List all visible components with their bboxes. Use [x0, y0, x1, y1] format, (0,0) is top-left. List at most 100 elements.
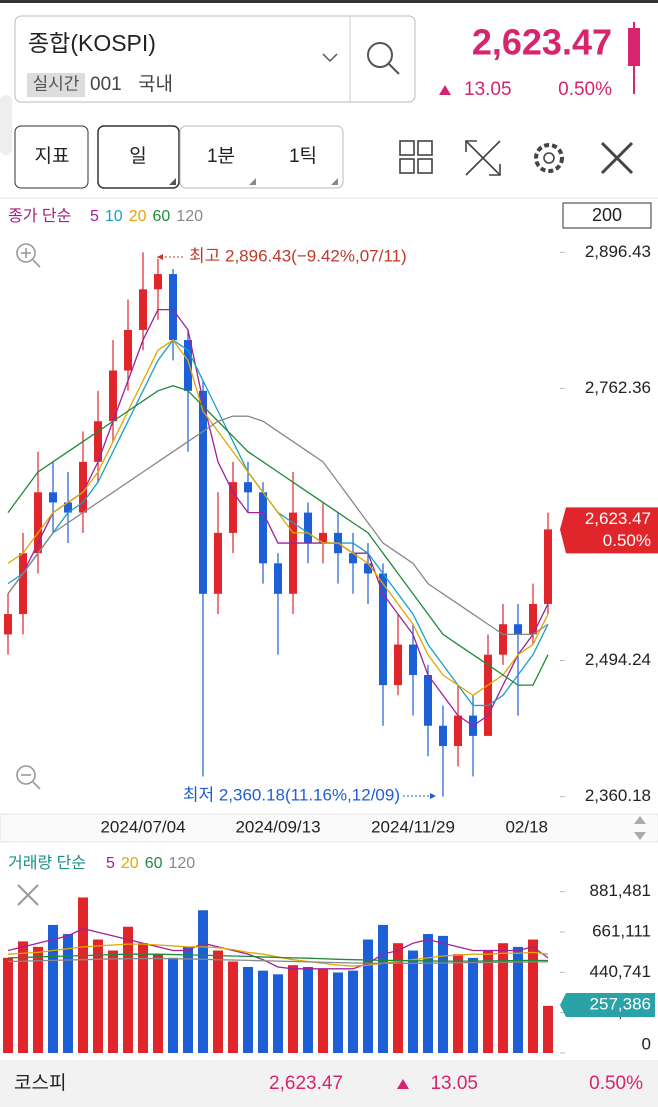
up-arrow: [439, 85, 451, 95]
volume-bar: [528, 939, 538, 1053]
zoom-in: [32, 259, 41, 268]
footer-name: 코스피: [14, 1072, 66, 1094]
candle-body: [349, 553, 357, 564]
moving-average: [7, 339, 549, 697]
y-tick-label: 0: [642, 1034, 651, 1053]
candle-body: [439, 725, 447, 747]
y-tick-label: 2,360.18: [585, 786, 651, 805]
grid-icon: [417, 140, 433, 156]
expand-icon: [465, 140, 501, 176]
legend-entry: 20: [121, 855, 139, 872]
candle-body: [214, 532, 222, 594]
last-price: 2,623.47: [585, 509, 651, 528]
search-icon[interactable]: [367, 42, 393, 68]
volume-bar: [123, 926, 133, 1053]
candle-body: [424, 674, 432, 726]
last-change: 0.50%: [603, 531, 651, 550]
volume-bar: [213, 950, 223, 1053]
volume-bar: [513, 946, 523, 1053]
volume-bar: [78, 897, 88, 1053]
volume-bar: [153, 954, 163, 1053]
candle-body: [169, 274, 177, 341]
button[interactable]: [97, 125, 180, 189]
zoom-icons: [16, 243, 41, 790]
candle-body: [79, 461, 87, 513]
count-box[interactable]: [562, 202, 652, 229]
button-label[interactable]: 일: [129, 145, 146, 167]
low-annotation: 최저 2,360.18(11.16%,12/09): [183, 785, 400, 804]
candle-body: [304, 512, 312, 544]
volume-bar: [468, 957, 478, 1053]
volume-bar: [33, 946, 43, 1053]
volume-bar: [438, 935, 448, 1053]
dropdown-icon[interactable]: [322, 53, 338, 63]
button-label[interactable]: 1분: [207, 146, 235, 167]
candle-body: [229, 482, 237, 533]
button-label[interactable]: 지표: [35, 145, 70, 167]
search-box[interactable]: [14, 15, 416, 103]
zoom-in[interactable]: [16, 243, 36, 263]
toolbar-icons: [399, 140, 634, 176]
volume-bar: [273, 974, 283, 1053]
zoom-out[interactable]: [16, 765, 36, 785]
settings-icon[interactable]: [534, 143, 564, 173]
candle-body: [454, 715, 462, 747]
tools-icon: [600, 141, 634, 175]
volume-bar: [318, 968, 328, 1053]
candle-body: [64, 502, 72, 513]
grid-icon: [417, 158, 433, 174]
market: 국내: [138, 73, 173, 95]
last-volume: 257,386: [590, 994, 651, 1013]
button-label[interactable]: 1틱: [289, 145, 317, 167]
scroll-icon: [634, 832, 646, 840]
candle-body: [49, 492, 57, 503]
button-group[interactable]: [179, 125, 344, 189]
legend-title: 종가 단순: [8, 207, 71, 225]
candle-body: [379, 573, 387, 686]
volume-bar: [3, 957, 13, 1053]
candle-body: [154, 274, 162, 290]
candle-body: [4, 614, 12, 635]
legend-entry: 20: [129, 208, 147, 225]
grid-icon: [399, 158, 415, 174]
search-icon-handle: [388, 63, 400, 75]
volume-bar: [453, 954, 463, 1053]
visible-count[interactable]: 200: [592, 205, 622, 225]
candle-body: [199, 390, 207, 594]
volume-bar: [108, 950, 118, 1053]
legend-entry: 60: [153, 208, 171, 225]
legend-entry: 120: [169, 855, 196, 872]
volume-bar: [498, 943, 508, 1053]
volume-bar: [48, 924, 58, 1053]
expand-icon: [465, 140, 477, 152]
scroll-icon[interactable]: [634, 816, 646, 824]
y-tick-label: 2,762.36: [585, 378, 651, 397]
legend-entry: 5: [106, 855, 115, 872]
side-handle[interactable]: [0, 95, 12, 155]
expand-icon: [489, 164, 501, 176]
button[interactable]: [14, 125, 89, 189]
volume-average: [7, 953, 549, 962]
volume-bar: [363, 939, 373, 1053]
grid-icon[interactable]: [399, 140, 415, 156]
volume-bar: [408, 950, 418, 1053]
candle-body: [124, 329, 132, 371]
volume-bar: [93, 939, 103, 1053]
last-volume-box: [560, 993, 655, 1017]
candle-body: [19, 553, 27, 615]
candle-body: [544, 529, 552, 604]
volume-bar: [243, 966, 253, 1053]
x-tick-label: 02/18: [505, 817, 548, 836]
candles: [4, 252, 552, 797]
low-pointer-head: [430, 793, 436, 799]
corner-mark: [169, 178, 176, 185]
volume-bar: [198, 910, 208, 1053]
settings-icon: [543, 152, 555, 164]
volume-bar: [378, 924, 388, 1053]
x-tick-label: 2024/07/04: [100, 817, 185, 836]
candle-body: [244, 482, 252, 493]
y-tick-label: 2,494.24: [585, 650, 651, 669]
volume-bar: [483, 950, 493, 1053]
volume-bar: [228, 961, 238, 1053]
